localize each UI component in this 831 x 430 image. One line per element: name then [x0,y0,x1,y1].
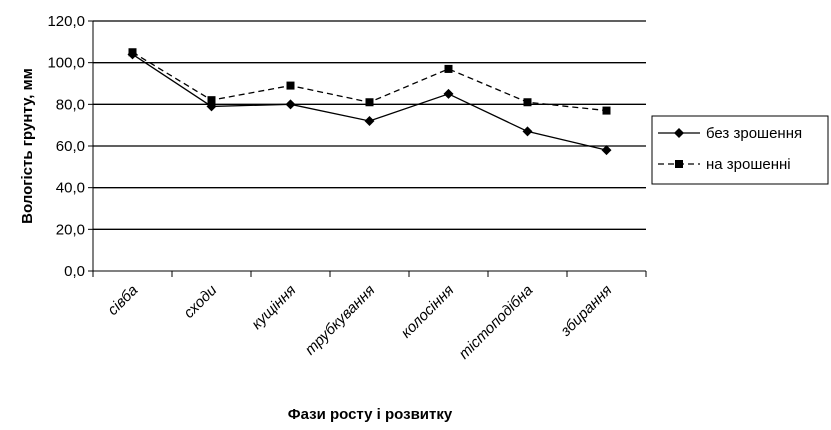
legend-marker [674,128,684,138]
data-point [364,116,375,126]
y-axis-title: Вологість грунту, мм [19,68,36,224]
x-tick-label: тістоподібна [456,282,537,363]
y-tick-label: 80,0 [56,96,85,113]
legend-marker [675,160,683,168]
y-axis: 0,0 20,0 40,0 60,0 80,0 100,0 120,0 [47,13,94,280]
data-point [285,99,296,110]
data-point [602,106,611,115]
data-point [365,98,374,107]
y-tick-label: 0,0 [64,263,85,280]
y-tick-label: 40,0 [56,180,85,197]
x-tick-label: сходи [180,281,220,321]
x-axis-title: Фази росту і розвитку [288,406,453,423]
data-point [444,64,453,73]
x-tick-label: кущіння [248,282,299,333]
y-tick-label: 120,0 [47,13,85,30]
legend-frame [651,115,829,185]
x-tick-label: збирання [557,282,616,341]
x-tick-label: трубкування [302,282,379,359]
data-point [286,81,295,90]
series-2 [128,48,611,115]
legend: без зрошення на зрошенні [651,115,829,185]
y-tick-label: 60,0 [56,138,85,155]
data-point [601,145,612,156]
x-tick-label: сівба [104,282,141,319]
gridlines [93,20,646,230]
series-lines [127,48,612,156]
data-point [207,96,216,105]
data-point [522,126,533,137]
legend-label: без зрошення [706,125,802,142]
x-tick-label: колосіння [398,282,458,342]
data-point [128,48,137,57]
x-axis: сівба сходи кущіння трубкування колосіннятіс… [92,270,647,363]
data-point [443,88,454,99]
y-tick-label: 20,0 [56,221,85,238]
data-point [523,98,532,107]
legend-label: на зрошенні [706,156,791,173]
y-tick-label: 100,0 [47,55,85,72]
